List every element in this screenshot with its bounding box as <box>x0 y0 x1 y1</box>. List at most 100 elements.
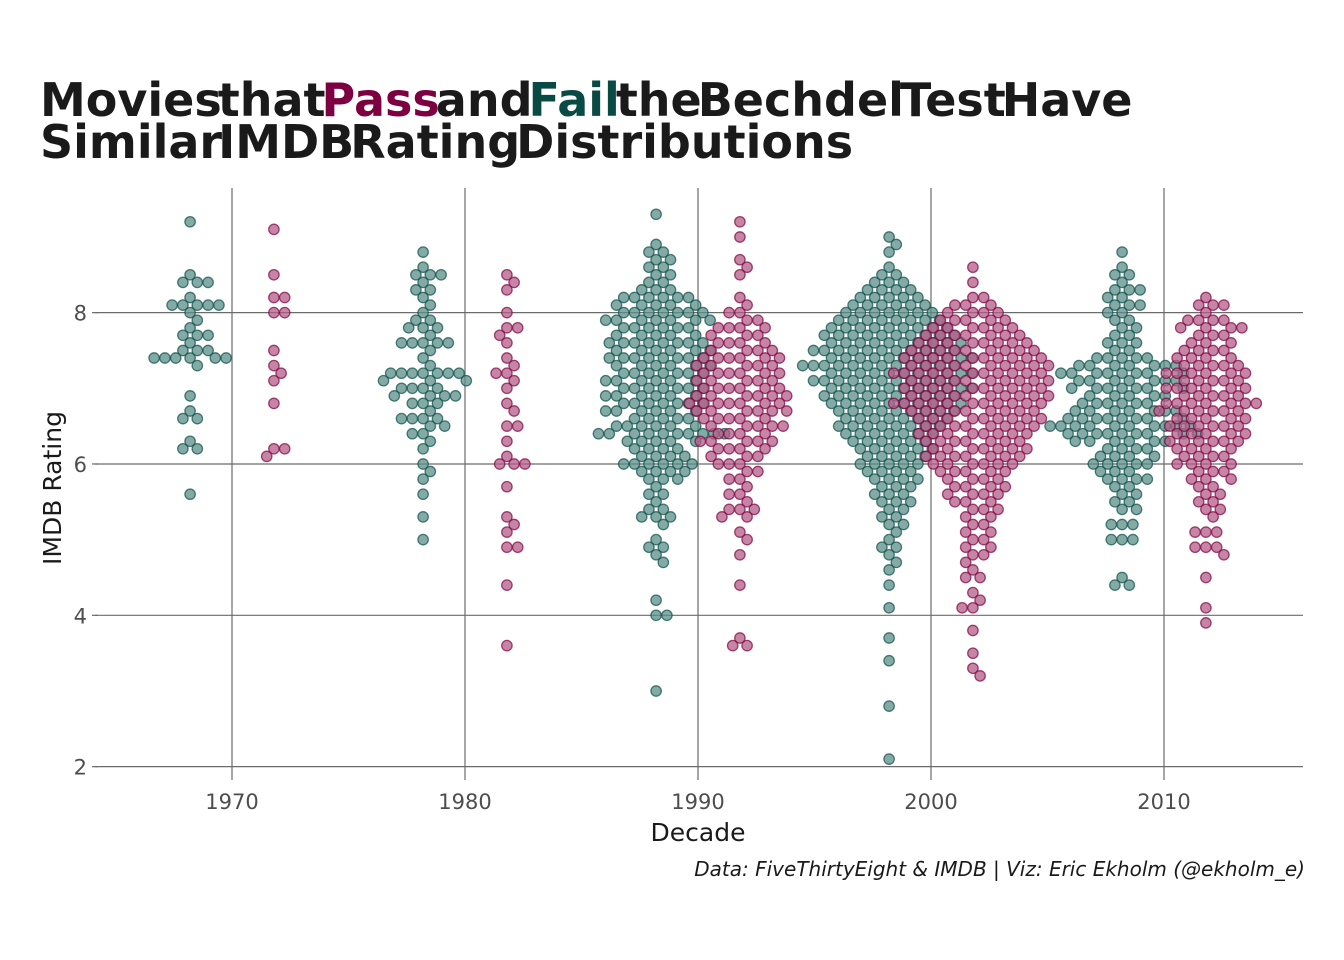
point-pass <box>741 495 753 508</box>
point-pass <box>1185 397 1198 410</box>
point-pass <box>723 397 735 410</box>
point-pass <box>723 321 735 334</box>
point-pass <box>501 511 513 523</box>
point-pass <box>726 639 739 652</box>
point-fail <box>650 533 662 546</box>
point-fail <box>610 299 623 311</box>
point-fail <box>202 329 214 342</box>
point-pass <box>985 450 997 463</box>
point-pass <box>992 367 1004 380</box>
point-pass <box>1006 352 1019 364</box>
point-pass <box>766 390 779 402</box>
point-pass <box>1239 412 1252 425</box>
point-fail <box>904 465 917 478</box>
point-fail <box>657 367 670 380</box>
point-pass <box>1164 435 1176 448</box>
point-pass <box>716 511 728 523</box>
point-pass <box>927 427 940 440</box>
point-fail <box>904 420 917 432</box>
point-fail <box>1062 412 1074 425</box>
point-pass <box>723 337 735 349</box>
point-fail <box>847 405 859 417</box>
point-fail <box>664 359 677 372</box>
point-pass <box>712 442 725 455</box>
point-fail <box>657 518 670 531</box>
point-fail <box>635 465 648 478</box>
point-fail <box>635 359 648 372</box>
point-pass <box>1218 420 1230 432</box>
point-fail <box>689 329 702 342</box>
point-pass <box>698 412 710 425</box>
point-fail <box>664 268 677 281</box>
point-pass <box>1225 337 1237 349</box>
point-fail <box>628 427 641 440</box>
point-fail <box>661 609 673 622</box>
title-word: Fail <box>529 73 620 127</box>
point-pass <box>734 268 746 281</box>
point-fail <box>664 253 677 266</box>
point-fail <box>868 397 881 410</box>
point-fail <box>912 306 924 319</box>
point-pass <box>705 405 717 417</box>
point-pass <box>705 374 717 387</box>
point-pass <box>977 427 990 440</box>
point-pass <box>493 458 506 470</box>
point-fail <box>1109 268 1121 281</box>
point-fail <box>1141 382 1154 395</box>
point-fail <box>1101 442 1114 455</box>
point-pass <box>1006 367 1019 380</box>
point-pass <box>1013 405 1026 417</box>
point-fail <box>184 268 196 281</box>
point-pass <box>278 291 291 304</box>
point-fail <box>657 503 670 516</box>
point-pass <box>1200 458 1212 470</box>
point-fail <box>689 420 702 432</box>
point-pass <box>913 382 925 395</box>
point-pass <box>920 405 932 417</box>
point-pass <box>723 412 735 425</box>
point-fail <box>202 276 214 289</box>
point-pass <box>1218 374 1230 387</box>
point-fail <box>424 405 437 417</box>
point-pass <box>501 450 513 463</box>
point-pass <box>913 367 925 380</box>
point-fail <box>890 450 903 463</box>
point-fail <box>883 564 895 576</box>
point-pass <box>949 495 961 508</box>
point-fail <box>406 397 419 410</box>
point-fail <box>671 458 684 470</box>
point-pass <box>905 344 918 357</box>
point-fail <box>825 382 838 395</box>
point-pass <box>1164 420 1176 432</box>
point-fail <box>854 397 867 410</box>
point-pass <box>1218 405 1230 417</box>
point-fail <box>682 291 695 304</box>
point-fail <box>184 291 196 304</box>
point-fail <box>664 374 677 387</box>
point-fail <box>883 427 895 440</box>
point-fail <box>847 299 859 311</box>
point-fail <box>1123 450 1136 463</box>
point-fail <box>1094 465 1107 478</box>
point-fail <box>599 374 612 387</box>
point-fail <box>868 427 881 440</box>
y-tick-label: 8 <box>74 302 87 326</box>
point-pass <box>1218 299 1230 311</box>
point-pass <box>1028 405 1040 417</box>
point-pass <box>934 359 947 372</box>
point-pass <box>941 382 954 395</box>
point-fail <box>635 390 648 402</box>
point-fail <box>1116 397 1128 410</box>
point-pass <box>268 359 280 372</box>
point-pass <box>1178 405 1191 417</box>
point-pass <box>1171 352 1183 364</box>
point-fail <box>854 382 867 395</box>
point-fail <box>650 374 662 387</box>
point-pass <box>967 564 979 576</box>
point-pass <box>1200 571 1212 584</box>
point-fail <box>890 526 903 538</box>
point-fail <box>635 344 648 357</box>
point-fail <box>868 337 881 349</box>
point-pass <box>967 276 979 289</box>
point-fail <box>220 352 232 364</box>
